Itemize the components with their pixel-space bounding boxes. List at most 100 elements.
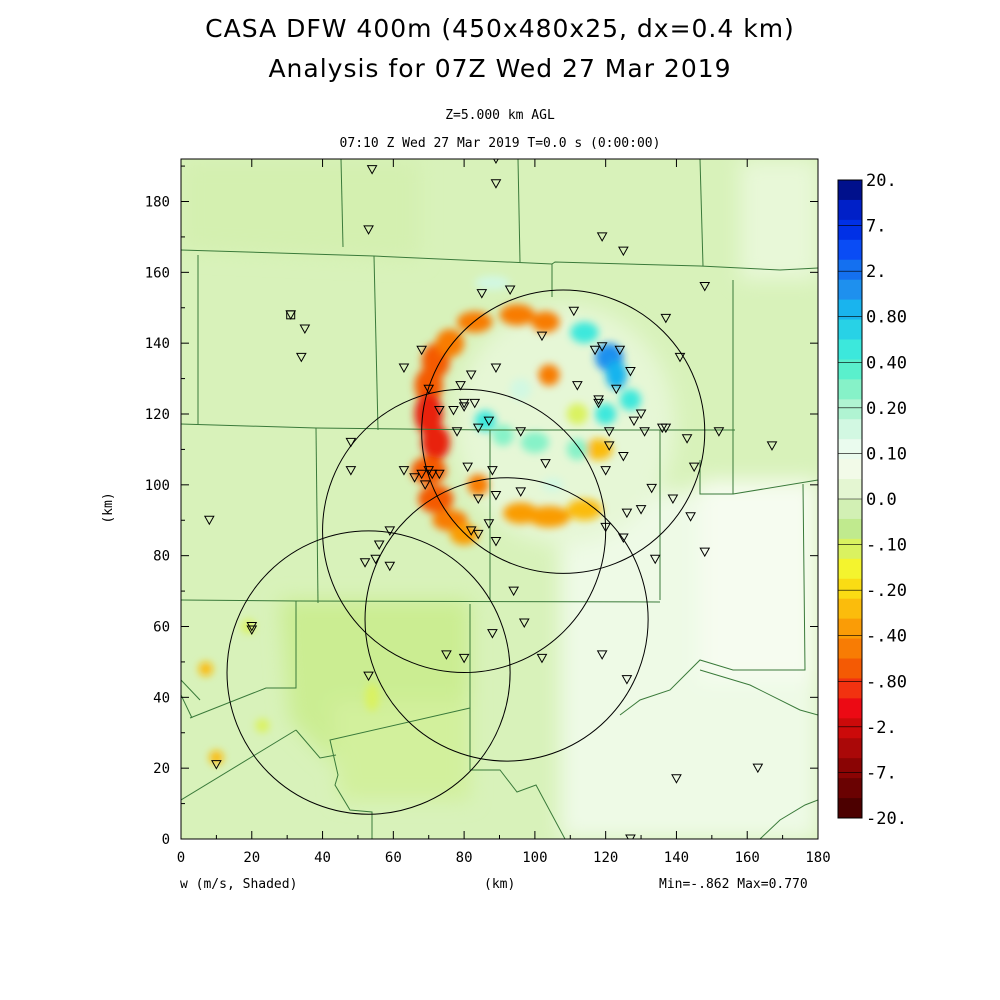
w-shading-blob: [474, 410, 496, 432]
colorbar-label: -.80: [866, 672, 907, 692]
y-axis: 0 20 40 60 80 100 120 140 160 180: [145, 165, 818, 848]
y-axis-label: (km): [101, 492, 116, 523]
station-triangle-icon: [363, 671, 374, 682]
station-triangle-icon: [593, 398, 604, 409]
x-tick-label: 180: [805, 850, 830, 866]
station-triangle-icon: [536, 653, 548, 664]
colorbar-label: -20.: [866, 809, 907, 829]
colorbar-label: -2.: [866, 718, 897, 738]
w-shading-blob: [499, 304, 535, 326]
station-triangle-icon: [699, 547, 711, 558]
station-triangle-icon: [363, 225, 374, 235]
colorbar-label: 0.40: [866, 353, 907, 373]
station-triangle-icon: [416, 345, 427, 356]
plot-area: [181, 159, 818, 839]
w-shading-blob: [421, 424, 450, 461]
w-shading-blob: [435, 329, 465, 358]
w-shading-blob: [418, 484, 454, 514]
station-triangle-icon: [384, 561, 396, 572]
y-tick-label: 0: [162, 832, 170, 848]
station-triangle-icon: [639, 427, 650, 437]
station-triangle-icon: [667, 494, 679, 505]
station-triangle-icon: [603, 427, 615, 437]
time-label: 07:10 Z Wed 27 Mar 2019 T=0.0 s (0:00:00…: [339, 136, 661, 151]
station-triangle-icon: [614, 345, 626, 356]
station-triangle-icon: [515, 487, 527, 497]
station-triangle-icon: [469, 398, 481, 409]
w-shading-blob: [365, 683, 380, 712]
station-triangle-icon: [674, 352, 686, 363]
colorbar: 20. 7. 2. 0.80 0.40 0.20 0.10 0.0 -.10 -.20 -.40 -.…: [837, 171, 907, 829]
colorbar-swatch: [838, 758, 862, 779]
colorbar-swatch: [838, 798, 862, 819]
colorbar-swatch: [838, 379, 862, 400]
station-triangle-icon: [483, 416, 495, 427]
colorbar-swatch: [838, 439, 862, 460]
colorbar-label: -.10: [866, 536, 907, 556]
station-triangle-icon: [649, 554, 661, 565]
station-triangle-icon: [373, 540, 385, 551]
w-shading-blob: [510, 378, 532, 400]
w-shading-blob: [570, 321, 599, 344]
station-triangle-icon: [299, 324, 311, 335]
x-tick-label: 80: [456, 850, 473, 866]
station-triangle-icon: [426, 469, 438, 480]
station-triangle-icon: [508, 586, 520, 597]
radar-range-circle: [421, 289, 706, 574]
station-triangle-icon: [568, 306, 580, 317]
colorbar-swatch: [838, 279, 862, 301]
w-shading-blob: [605, 360, 627, 390]
colorbar-swatch: [838, 538, 862, 560]
station-markers: [203, 159, 778, 839]
station-triangle-icon: [472, 423, 484, 434]
colorbar-swatch: [838, 239, 862, 261]
station-triangle-icon: [618, 246, 629, 257]
x-tick-label: 40: [314, 850, 331, 866]
field-label: w (m/s, Shaded): [180, 877, 298, 892]
station-triangle-icon: [433, 469, 445, 480]
station-triangle-icon: [671, 774, 682, 784]
colorbar-label: 20.: [866, 171, 897, 191]
w-shading-blob: [619, 389, 642, 411]
station-triangle-icon: [416, 469, 427, 480]
station-triangle-icon: [472, 494, 484, 505]
station-triangle-icon: [618, 533, 629, 543]
w-shading-blob: [541, 477, 564, 492]
station-triangle-icon: [766, 441, 778, 451]
w-shading-blob: [527, 506, 571, 528]
w-shading-blob: [566, 499, 603, 521]
colorbar-swatch: [838, 738, 862, 759]
x-tick-label: 0: [177, 850, 185, 866]
w-shading-blob: [566, 438, 588, 461]
colorbar-swatch: [838, 499, 862, 520]
station-triangle-icon: [540, 459, 551, 469]
colorbar-swatch: [838, 638, 862, 659]
station-triangle-icon: [646, 483, 658, 494]
colorbar-label: 0.20: [866, 399, 907, 419]
colorbar-swatch: [838, 299, 862, 320]
colorbar-swatch: [838, 718, 862, 739]
colorbar-swatch: [838, 778, 862, 799]
colorbar-swatch: [838, 518, 862, 540]
station-triangle-icon: [621, 508, 633, 519]
station-triangle-icon: [504, 285, 516, 296]
y-tick-label: 80: [153, 549, 170, 565]
station-triangle-icon: [458, 653, 470, 664]
y-tick-label: 140: [145, 336, 170, 352]
station-triangle-icon: [487, 466, 498, 476]
radar-range-rings: [226, 289, 706, 815]
x-tick-label: 20: [243, 850, 260, 866]
station-triangle-icon: [345, 437, 357, 448]
station-triangle-icon: [455, 381, 466, 391]
colorbar-label: 2.: [866, 262, 886, 282]
w-shading-blob: [595, 403, 617, 425]
x-axis: 0 20 40 60 80 100 120 140 160 180: [177, 159, 831, 866]
station-triangle-icon: [752, 763, 764, 774]
colorbar-swatch: [838, 319, 862, 340]
station-triangle-icon: [660, 313, 672, 324]
colorbar-swatch: [838, 578, 862, 600]
colorbar-swatch: [838, 459, 862, 480]
colorbar-swatch: [838, 618, 862, 639]
station-triangle-icon: [345, 466, 357, 476]
